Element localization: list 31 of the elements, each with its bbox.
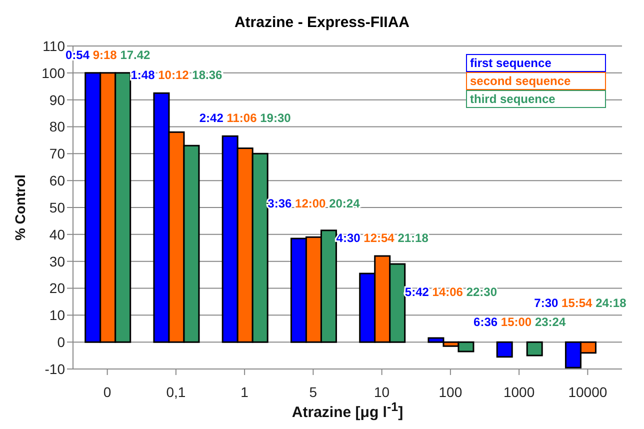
annotation: 6:36 15:00 23:24 [474,315,566,330]
x-tick-label: 1000 [503,384,535,400]
y-tick-label: 80 [49,118,66,135]
y-tick-label: 90 [49,92,66,108]
y-tick-label: 60 [49,172,66,189]
bar [496,341,513,358]
x-tick-label: 1 [240,384,249,400]
key-box: first sequence second sequence third sequence [466,54,606,108]
x-axis-title: Atrazine [μg l$^{-1}$] [290,400,404,421]
x-tick-label: 5 [309,384,318,400]
chart-title: Atrazine - Express-FIIAA [233,14,411,31]
annotation: 2:42 11:06 19:30 [199,111,292,126]
bar [526,341,543,356]
x-tick-label: 100 [438,384,462,400]
y-tick-label: 40 [49,226,66,242]
x-tick-label: 0 [103,384,112,400]
y-tick-label: 50 [49,199,66,216]
y-tick-label: -10 [44,360,66,377]
y-tick-label: 100 [42,64,66,81]
y-tick-label: 10 [49,307,66,324]
x-tick-label: 10 [374,384,390,400]
y-tick-label: 110 [42,38,66,54]
annotation: 7:30 15:54 24:18 [534,296,627,310]
y-tick-label: 0 [57,334,66,350]
y-tick-label: 20 [49,280,66,296]
y-tick-label: 70 [49,146,66,162]
y-axis-title: % Control [12,174,28,241]
x-tick-label: 0,1 [166,384,186,400]
x-tick-label: 10000 [568,384,608,400]
y-tick-label: 30 [49,253,66,270]
annotation: 0:54 9:18 17.42 [65,48,151,62]
